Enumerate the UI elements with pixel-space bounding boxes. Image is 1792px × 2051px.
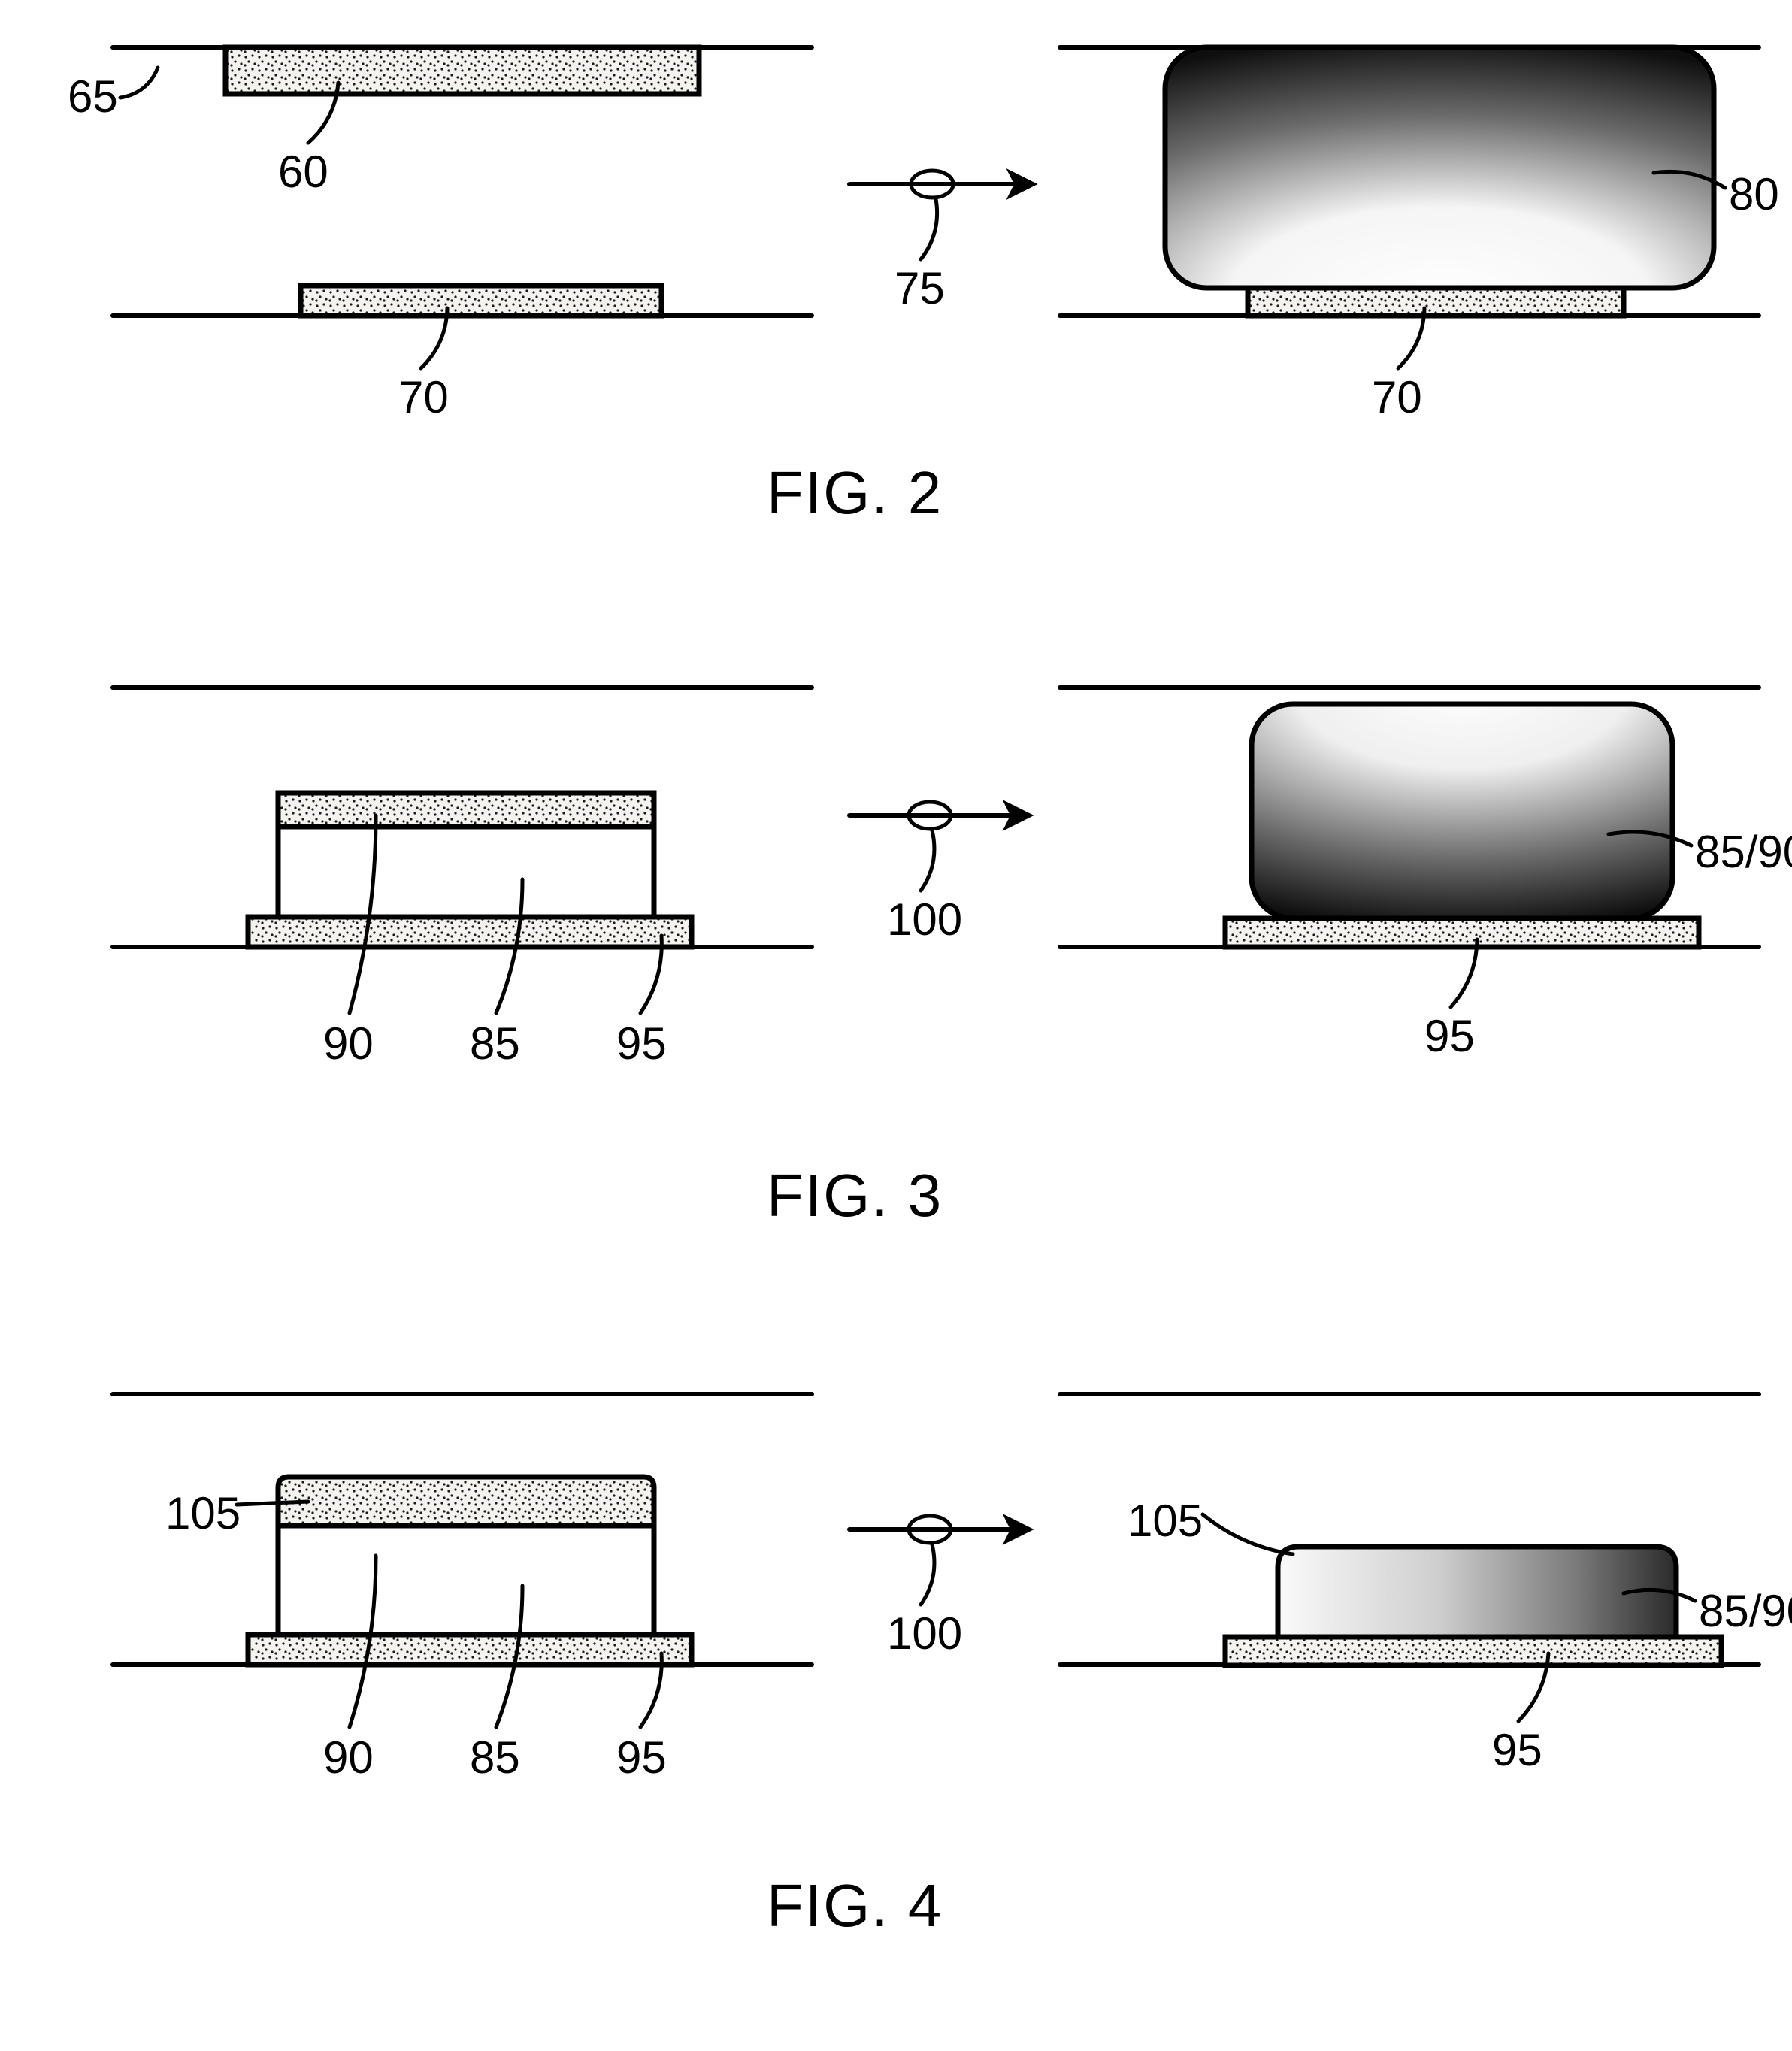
fig2-caption: FIG. 2: [767, 458, 943, 528]
ref-label: 95: [616, 1732, 667, 1783]
ref-label: 95: [1424, 1010, 1475, 1062]
ref-label: 70: [398, 371, 449, 423]
ref-label: 60: [278, 146, 328, 198]
fig4-caption: FIG. 4: [767, 1871, 943, 1941]
ref-label: 85: [470, 1018, 520, 1069]
ref-label: 85/90: [1695, 826, 1792, 878]
ref-label: 75: [894, 262, 945, 314]
shapes: [226, 47, 1721, 1665]
fig3-caption: FIG. 3: [767, 1161, 943, 1230]
ref-label: 70: [1372, 371, 1422, 423]
arrows: [849, 171, 1030, 1543]
ref-label: 80: [1729, 168, 1779, 220]
ref-label: 95: [1492, 1724, 1542, 1776]
ref-label: 95: [616, 1018, 667, 1069]
ref-label: 65: [68, 71, 118, 123]
ref-label: 105: [165, 1487, 241, 1539]
ref-label: 100: [887, 1608, 962, 1659]
ref-label: 85/90: [1699, 1585, 1792, 1637]
ref-label: 90: [323, 1732, 374, 1783]
ref-label: 100: [887, 894, 962, 945]
ref-label: 90: [323, 1018, 374, 1069]
ref-label: 105: [1128, 1495, 1203, 1547]
ref-label: 85: [470, 1732, 520, 1783]
